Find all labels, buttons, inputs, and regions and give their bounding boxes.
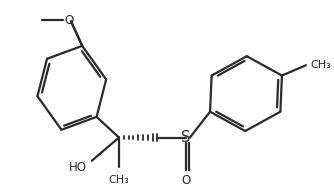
Text: CH₃: CH₃ — [109, 175, 129, 185]
Text: HO: HO — [68, 161, 87, 174]
Text: CH₃: CH₃ — [311, 60, 331, 70]
Text: O: O — [181, 174, 191, 187]
Text: O: O — [65, 14, 74, 27]
Text: S: S — [181, 130, 191, 145]
